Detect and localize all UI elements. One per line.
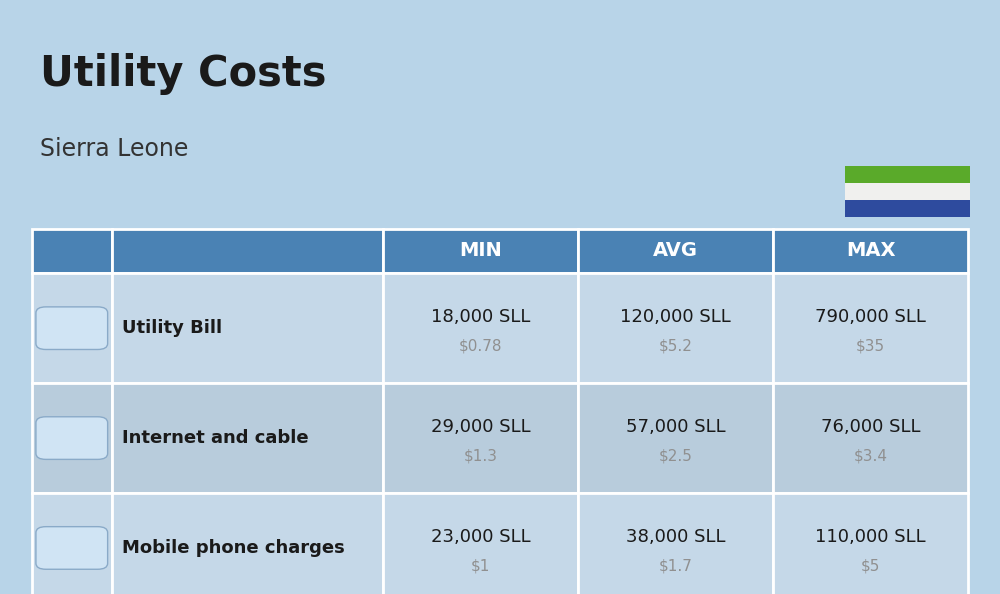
Bar bbox=[112, 493, 383, 594]
Bar bbox=[773, 273, 968, 383]
Bar bbox=[845, 200, 970, 217]
Text: $5: $5 bbox=[861, 558, 880, 573]
Text: Sierra Leone: Sierra Leone bbox=[40, 137, 188, 160]
Bar bbox=[32, 229, 112, 273]
Bar bbox=[32, 493, 112, 594]
Text: $3.4: $3.4 bbox=[854, 448, 888, 463]
Bar bbox=[383, 229, 578, 273]
Bar bbox=[32, 383, 112, 493]
FancyBboxPatch shape bbox=[36, 417, 108, 459]
Text: MAX: MAX bbox=[846, 242, 895, 260]
Text: $2.5: $2.5 bbox=[659, 448, 692, 463]
Text: 23,000 SLL: 23,000 SLL bbox=[431, 528, 530, 546]
Bar bbox=[32, 273, 112, 383]
Bar bbox=[112, 273, 383, 383]
Text: 120,000 SLL: 120,000 SLL bbox=[620, 308, 731, 326]
Text: 57,000 SLL: 57,000 SLL bbox=[626, 418, 725, 436]
Bar bbox=[112, 229, 383, 273]
FancyBboxPatch shape bbox=[36, 527, 108, 569]
Text: $35: $35 bbox=[856, 338, 885, 353]
Text: $0.78: $0.78 bbox=[459, 338, 502, 353]
Bar bbox=[578, 229, 773, 273]
Bar bbox=[773, 493, 968, 594]
Text: 110,000 SLL: 110,000 SLL bbox=[815, 528, 926, 546]
Text: 790,000 SLL: 790,000 SLL bbox=[815, 308, 926, 326]
Bar bbox=[578, 273, 773, 383]
FancyBboxPatch shape bbox=[36, 307, 108, 349]
Bar bbox=[845, 183, 970, 200]
Text: 76,000 SLL: 76,000 SLL bbox=[821, 418, 920, 436]
Text: Utility Costs: Utility Costs bbox=[40, 53, 326, 96]
Bar bbox=[773, 229, 968, 273]
Text: $1: $1 bbox=[471, 558, 490, 573]
Bar bbox=[383, 493, 578, 594]
Bar bbox=[578, 493, 773, 594]
Text: 38,000 SLL: 38,000 SLL bbox=[626, 528, 725, 546]
Text: $5.2: $5.2 bbox=[659, 338, 692, 353]
Text: MIN: MIN bbox=[459, 242, 502, 260]
Bar bbox=[773, 383, 968, 493]
Text: 18,000 SLL: 18,000 SLL bbox=[431, 308, 530, 326]
Bar bbox=[112, 383, 383, 493]
Bar bbox=[578, 383, 773, 493]
Text: AVG: AVG bbox=[653, 242, 698, 260]
Bar bbox=[383, 383, 578, 493]
Text: $1.7: $1.7 bbox=[659, 558, 692, 573]
Bar bbox=[845, 166, 970, 183]
Text: Internet and cable: Internet and cable bbox=[122, 429, 308, 447]
Bar bbox=[383, 273, 578, 383]
Text: Utility Bill: Utility Bill bbox=[122, 319, 222, 337]
Text: Mobile phone charges: Mobile phone charges bbox=[122, 539, 344, 557]
Text: $1.3: $1.3 bbox=[464, 448, 498, 463]
Text: 29,000 SLL: 29,000 SLL bbox=[431, 418, 530, 436]
